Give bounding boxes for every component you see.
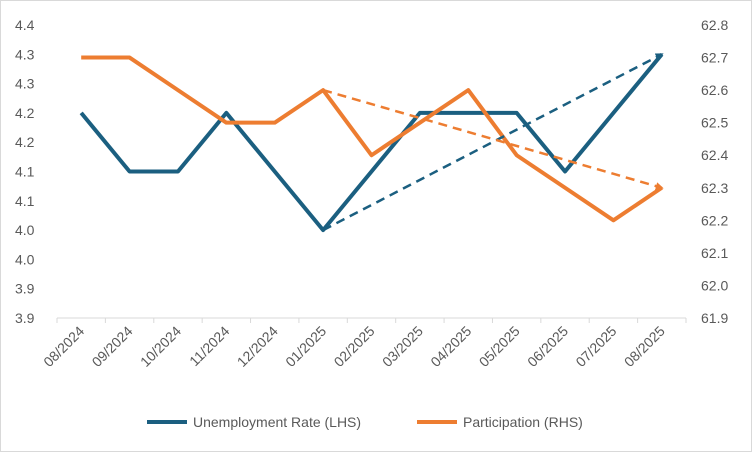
y-left-tick-label: 4.3 (15, 46, 35, 62)
y-right-tick-label: 62.8 (701, 17, 728, 33)
y-right-tick-label: 62.4 (701, 147, 728, 163)
series-line-unemployment (81, 54, 662, 230)
y-right-tick-label: 62.0 (701, 277, 728, 293)
y-left-tick-label: 4.1 (15, 164, 35, 180)
x-tick-label: 11/2024 (186, 323, 233, 370)
x-tick-label: 03/2025 (379, 323, 426, 370)
x-tick-label: 02/2025 (331, 323, 378, 370)
y-right-tick-label: 62.3 (701, 180, 728, 196)
legend-label: Unemployment Rate (LHS) (193, 414, 361, 430)
y-left-tick-label: 4.1 (15, 193, 35, 209)
y-left-tick-label: 4.4 (15, 17, 35, 33)
x-tick-label: 12/2024 (234, 323, 281, 370)
x-tick-label: 06/2025 (524, 323, 571, 370)
x-tick-label: 10/2024 (137, 323, 184, 370)
y-left-tick-label: 4.0 (15, 222, 35, 238)
x-tick-label: 01/2025 (282, 323, 329, 370)
trend-arrow (323, 54, 662, 230)
y-right-tick-label: 62.2 (701, 212, 728, 228)
series-line-participation (81, 58, 662, 221)
y-left-tick-label: 4.2 (15, 134, 35, 150)
y-left-tick-label: 3.9 (15, 281, 35, 297)
y-right-tick-label: 62.5 (701, 115, 728, 131)
y-right-tick-label: 61.9 (701, 310, 728, 326)
x-tick-label: 08/2024 (40, 323, 87, 370)
y-right-tick-label: 62.6 (701, 82, 728, 98)
y-left-tick-label: 4.2 (15, 105, 35, 121)
x-tick-label: 05/2025 (476, 323, 523, 370)
x-tick-label: 09/2024 (89, 323, 136, 370)
y-right-tick-label: 62.1 (701, 245, 728, 261)
legend-label: Participation (RHS) (463, 414, 583, 430)
x-tick-label: 07/2025 (572, 323, 619, 370)
x-tick-label: 08/2025 (621, 323, 668, 370)
y-left-tick-label: 3.9 (15, 310, 35, 326)
y-right-tick-label: 62.7 (701, 50, 728, 66)
trend-arrow (323, 90, 662, 188)
y-left-tick-label: 4.3 (15, 76, 35, 92)
y-left-tick-label: 4.0 (15, 251, 35, 267)
x-tick-label: 04/2025 (427, 323, 474, 370)
